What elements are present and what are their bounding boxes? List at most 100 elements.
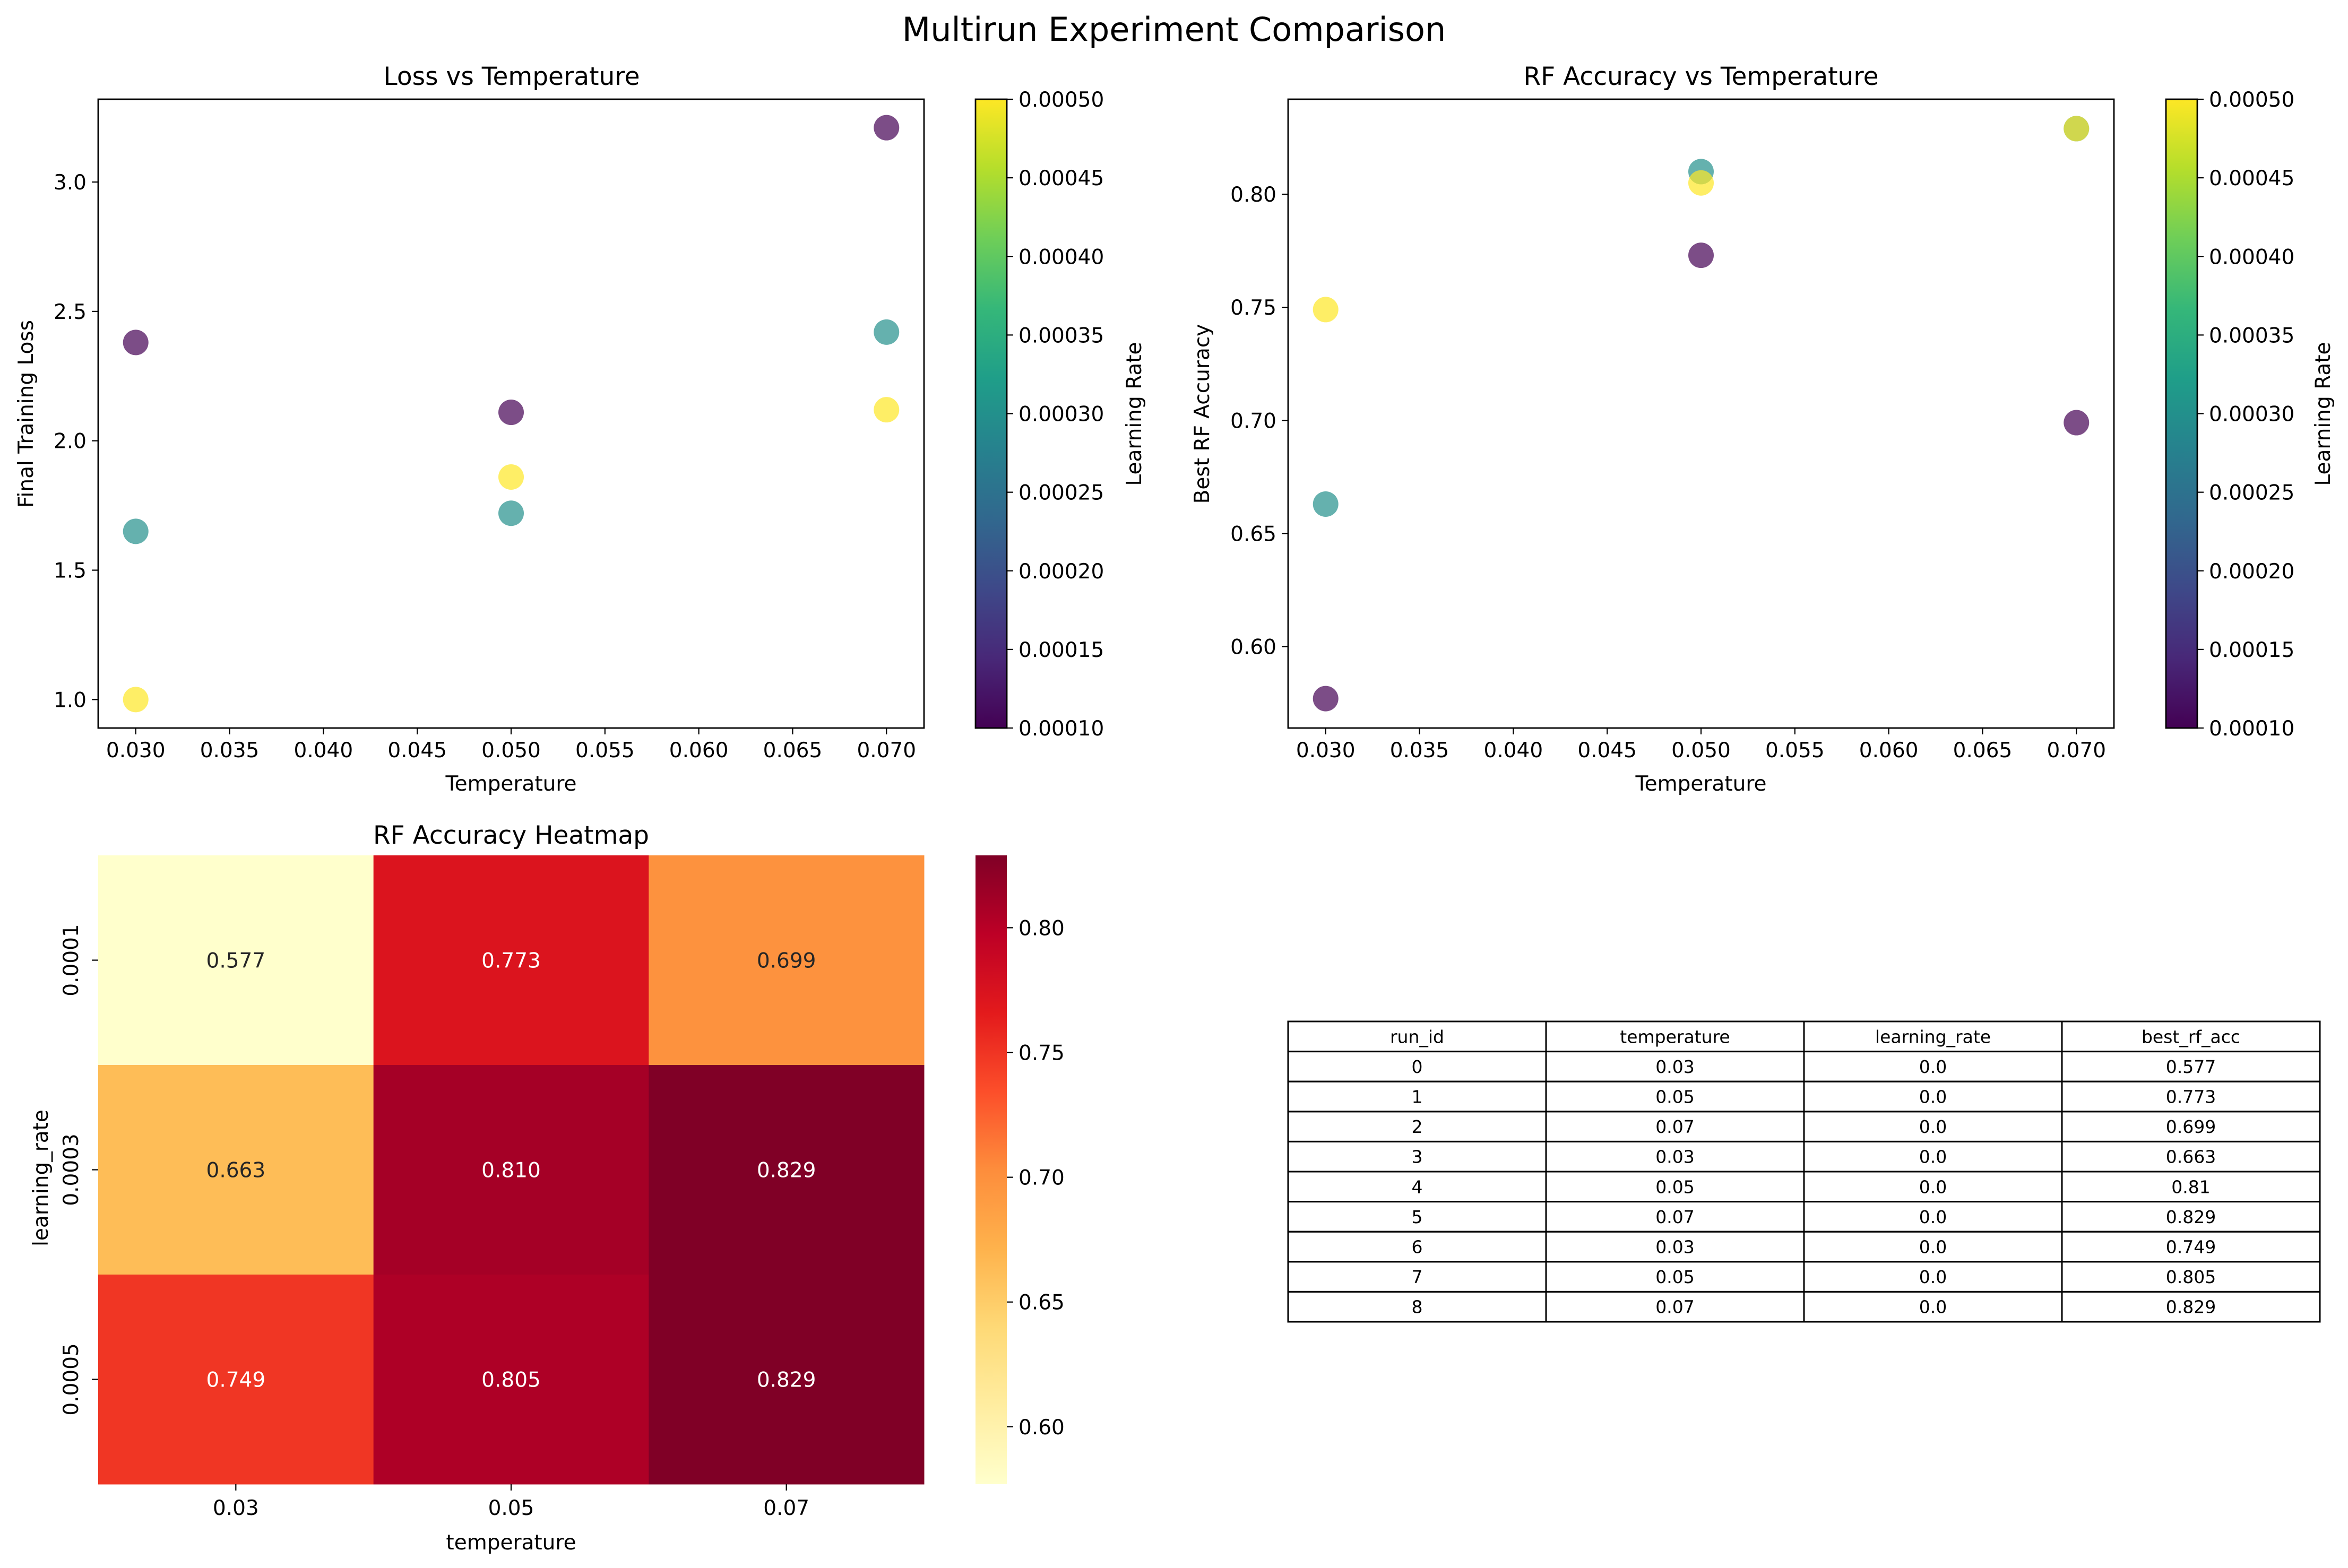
table-cell-value: 0.749	[2166, 1237, 2216, 1258]
colorbar-tick-label: 0.00010	[2209, 717, 2294, 741]
rf-accuracy-vs-temperature-plot: RF Accuracy vs Temperature 0.030 0.035 0.0…	[1190, 62, 2335, 796]
x-tick-label: 0.060	[1859, 739, 1919, 763]
x-tick-label: 0.030	[1296, 739, 1356, 763]
table-cell-value: 0.05	[1655, 1176, 1694, 1197]
heatmap-cell	[98, 1275, 374, 1485]
table-cell-value: 7	[1412, 1267, 1423, 1287]
x-tick-label: 0.065	[1953, 739, 2013, 763]
table-header-label: temperature	[1620, 1026, 1730, 1047]
colorbar-tick-label: 0.00050	[2209, 88, 2294, 112]
rf-plot-colorbar-label: Learning Rate	[2311, 342, 2335, 486]
scatter-point	[1313, 297, 1339, 323]
colorbar-tick-label: 0.00035	[1018, 324, 1104, 348]
colorbar-tick-label: 0.00025	[2209, 481, 2294, 505]
colorbar-tick-label: 0.00030	[1018, 403, 1104, 427]
y-tick-label: 0.80	[1230, 183, 1276, 207]
colorbar-tick-label: 0.75	[1018, 1041, 1065, 1065]
table-cell-value: 0.07	[1655, 1207, 1694, 1227]
table-cell-value: 0.663	[2166, 1147, 2216, 1167]
colorbar-tick-label: 0.70	[1018, 1166, 1065, 1190]
scatter-point	[123, 687, 149, 713]
heatmap-cell	[649, 1065, 925, 1275]
y-tick-label: 0.0001	[59, 924, 83, 996]
heatmap-cell	[649, 1275, 925, 1485]
y-tick-label: 0.75	[1230, 296, 1276, 320]
rf-plot-points	[1313, 116, 2090, 712]
heatmap-cell-label: 0.829	[757, 1368, 816, 1392]
colorbar-tick-label: 0.60	[1018, 1416, 1065, 1440]
scatter-point	[874, 319, 900, 345]
table-cell-value: 0.03	[1655, 1237, 1694, 1258]
loss-plot-colorbar	[976, 99, 1007, 728]
scatter-point	[874, 115, 900, 141]
heatmap-cell-label: 0.805	[481, 1368, 541, 1392]
table-header-label: run_id	[1390, 1026, 1444, 1047]
table-header-label: best_rf_acc	[2142, 1026, 2240, 1047]
table-cell-value: 6	[1412, 1237, 1423, 1258]
table-cell-value: 0.05	[1655, 1087, 1694, 1107]
loss-vs-temperature-plot: Loss vs Temperature 0.030 0.035 0.040 0.045…	[14, 62, 1146, 796]
x-tick-label: 0.050	[1671, 739, 1731, 763]
runs-table: run_id temperature learning_rate best_rf_ac…	[1287, 1020, 2321, 1323]
colorbar-tick-label: 0.00045	[1018, 167, 1104, 190]
colorbar-tick-label: 0.00050	[1018, 88, 1104, 112]
loss-plot-points	[123, 115, 900, 713]
y-tick-label: 1.0	[54, 688, 87, 712]
heatmap-cell-label: 0.749	[206, 1368, 266, 1392]
table-cell-value: 0.0	[1919, 1176, 1947, 1197]
x-tick-label: 0.07	[763, 1496, 809, 1520]
scatter-point	[1688, 242, 1714, 268]
x-tick-label: 0.055	[1765, 739, 1825, 763]
heatmap-colorbar	[976, 855, 1007, 1484]
heatmap-cell	[373, 1275, 649, 1485]
scatter-point	[874, 397, 900, 423]
heatmap-x-ticks: 0.03 0.05 0.07	[213, 1484, 809, 1520]
heatmap-title: RF Accuracy Heatmap	[373, 821, 649, 850]
heatmap-cell	[649, 855, 925, 1065]
x-tick-label: 0.060	[669, 739, 729, 763]
colorbar-tick-label: 0.00020	[1018, 560, 1104, 584]
loss-plot-colorbar-label: Learning Rate	[1123, 342, 1146, 486]
y-tick-label: 0.0003	[59, 1133, 83, 1206]
colorbar-tick-label: 0.00020	[2209, 560, 2294, 584]
heatmap-cell-label: 0.829	[757, 1159, 816, 1183]
scatter-point	[123, 330, 149, 356]
table-cell-value: 0.829	[2166, 1207, 2216, 1227]
table-cell-value: 0.0	[1919, 1116, 1947, 1137]
x-tick-label: 0.05	[488, 1496, 534, 1520]
x-tick-label: 0.070	[2047, 739, 2106, 763]
table-cell-value: 8	[1412, 1297, 1423, 1318]
colorbar-tick-label: 0.80	[1018, 916, 1065, 940]
rf-plot-x-label: Temperature	[1635, 772, 1766, 796]
rf-plot-colorbar	[2166, 99, 2197, 728]
table-cell-value: 0.773	[2166, 1087, 2216, 1107]
heatmap-y-label: learning_rate	[29, 1110, 53, 1246]
table-cell-value: 0.03	[1655, 1056, 1694, 1077]
table-cell-value: 0.07	[1655, 1116, 1694, 1137]
table-header-label: learning_rate	[1875, 1026, 1991, 1047]
table-cell-value: 0.0	[1919, 1297, 1947, 1318]
loss-plot-y-label: Final Training Loss	[14, 320, 38, 508]
table-cell-value: 0.829	[2166, 1297, 2216, 1318]
table-cell-value: 0.0	[1919, 1056, 1947, 1077]
x-tick-label: 0.070	[857, 739, 916, 763]
table-cell-value: 0.07	[1655, 1297, 1694, 1318]
table-cell-value: 0.805	[2166, 1267, 2216, 1287]
heatmap-cell	[98, 855, 374, 1065]
table-cell-value: 0.0	[1919, 1237, 1947, 1258]
y-tick-label: 2.5	[54, 300, 87, 324]
scatter-point	[123, 518, 149, 544]
table-cell-value: 0.0	[1919, 1207, 1947, 1227]
x-tick-label: 0.03	[213, 1496, 259, 1520]
heatmap-cell-label: 0.773	[481, 949, 541, 973]
heatmap-cell-label: 0.577	[206, 949, 266, 973]
colorbar-tick-label: 0.00030	[2209, 403, 2294, 427]
heatmap-colorbar-ticks: 0.60 0.65 0.70 0.75 0.80	[1007, 916, 1065, 1440]
heatmap-y-ticks: 0.0001 0.0003 0.0005	[59, 924, 98, 1416]
colorbar-tick-label: 0.00010	[1018, 717, 1104, 741]
heatmap-cell-label: 0.663	[206, 1159, 266, 1183]
colorbar-tick-label: 0.00045	[2209, 167, 2294, 190]
table-cell-value: 0	[1412, 1056, 1423, 1077]
scatter-point	[498, 400, 524, 426]
y-tick-label: 0.0005	[59, 1343, 83, 1415]
